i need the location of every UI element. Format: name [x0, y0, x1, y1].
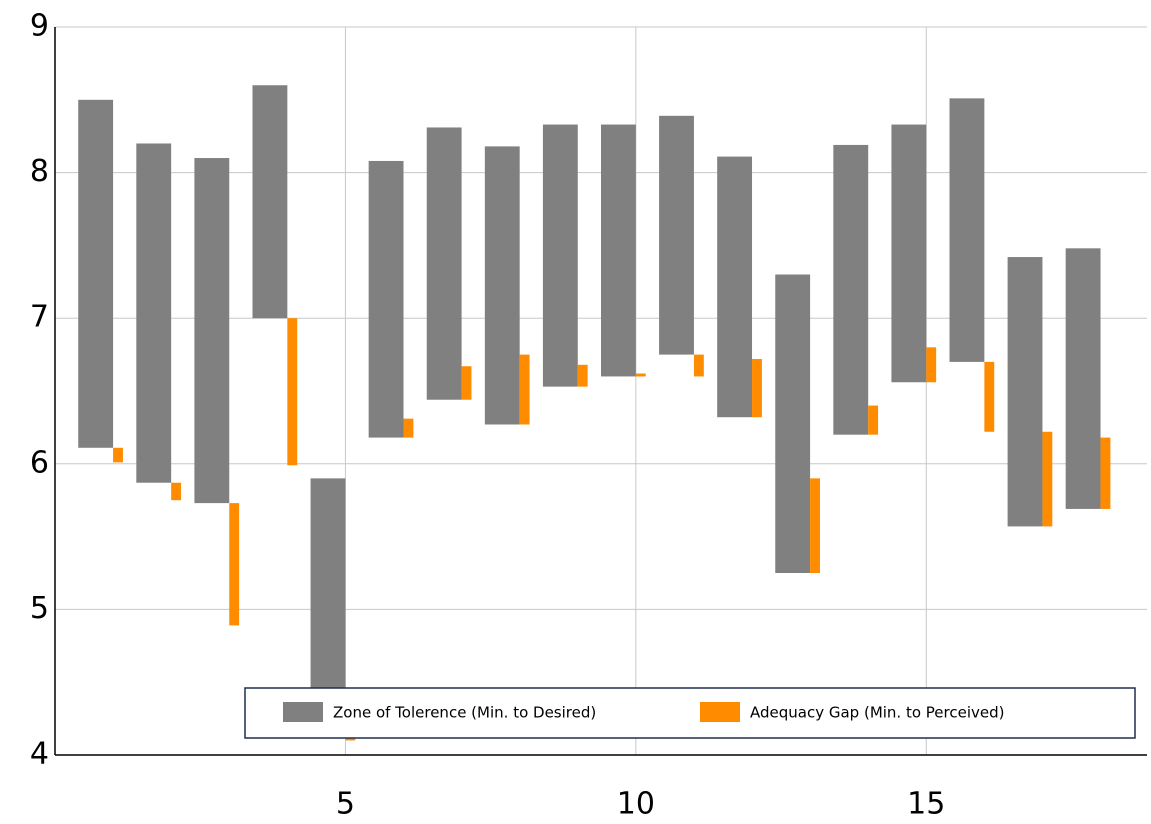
legend-swatch	[283, 702, 323, 722]
zone-bar	[542, 124, 578, 387]
zone-bar	[891, 124, 927, 383]
gap-bar	[461, 366, 472, 400]
y-tick-label: 5	[30, 591, 49, 626]
x-tick-label: 10	[617, 787, 655, 821]
gap-bar	[752, 358, 762, 418]
zone-bar	[194, 158, 230, 504]
gap-bar	[519, 354, 530, 425]
y-tick-label: 8	[30, 154, 49, 189]
gap-bar	[403, 418, 414, 438]
gap-bar	[171, 482, 182, 501]
gap-bar	[984, 361, 995, 432]
gap-bar	[229, 503, 240, 626]
zone-bar	[1065, 248, 1101, 509]
legend-label: Adequacy Gap (Min. to Perceived)	[750, 704, 1005, 722]
gap-bar	[287, 318, 298, 466]
zone-bar	[484, 146, 520, 425]
gap-bar	[693, 354, 704, 377]
gap-bar	[810, 478, 820, 573]
y-tick-label: 9	[30, 9, 49, 44]
gap-bar	[577, 364, 588, 387]
zone-bar	[659, 115, 694, 355]
zone-bar	[310, 478, 346, 726]
gap-bar	[635, 373, 646, 377]
zone-bar	[368, 160, 404, 438]
x-tick-label: 15	[907, 787, 945, 821]
legend-label: Zone of Tolerence (Min. to Desired)	[333, 704, 596, 722]
zone-bar	[601, 124, 636, 377]
y-tick-label: 4	[30, 737, 49, 772]
y-tick-label: 7	[30, 300, 49, 335]
gap-bar	[1100, 437, 1111, 509]
plot	[78, 85, 1111, 741]
zone-bar	[717, 156, 753, 418]
gap-bar	[1042, 431, 1053, 527]
zone-bar	[78, 99, 114, 448]
x-tick-label: 5	[336, 787, 355, 821]
zone-bar	[136, 143, 172, 483]
zone-bar	[775, 274, 811, 573]
gap-bar	[113, 447, 123, 463]
zone-bar	[1007, 257, 1043, 527]
zone-bar	[426, 127, 462, 400]
gap-bar	[926, 347, 937, 383]
legend-box	[244, 687, 1136, 739]
legend-swatch	[700, 702, 740, 722]
y-tick-label: 6	[30, 445, 49, 480]
zone-bar	[252, 85, 288, 319]
zone-bar	[833, 144, 869, 435]
gap-bar	[868, 405, 879, 435]
zone-bar	[949, 98, 985, 362]
